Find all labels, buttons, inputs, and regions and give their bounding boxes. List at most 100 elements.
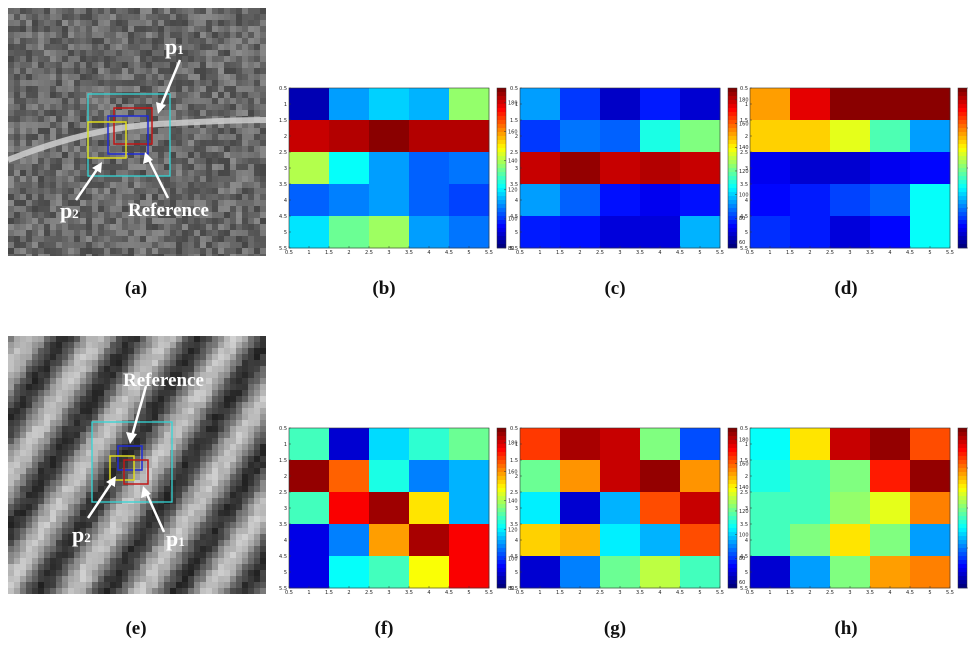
texture-image-a: p1 p2 Reference	[8, 8, 266, 256]
colorbar-segment	[958, 124, 967, 128]
heatmap-cell	[600, 88, 640, 120]
colorbar-segment	[497, 240, 506, 244]
colorbar-segment	[728, 516, 737, 520]
heatmap-cell	[600, 184, 640, 216]
colorbar-segment	[958, 576, 967, 580]
heatmap-cell	[369, 524, 409, 556]
heatmap-cell	[449, 524, 489, 556]
heatmap-cell	[329, 460, 369, 492]
heatmap-cell	[560, 460, 600, 492]
colorbar-segment	[958, 228, 967, 232]
y-tick-label: 0.5	[510, 86, 518, 92]
colorbar-segment	[958, 128, 967, 132]
colorbar-segment	[728, 576, 737, 580]
heatmap-cell	[369, 88, 409, 120]
x-tick-label: 2	[808, 250, 811, 256]
y-tick-label: 4	[284, 538, 287, 544]
colorbar-segment	[958, 508, 967, 512]
x-tick-label: 2.5	[365, 590, 373, 596]
heatmap-cell	[369, 460, 409, 492]
x-tick-label: 1	[538, 250, 541, 256]
heatmap-cell	[409, 216, 449, 248]
colorbar-segment	[497, 112, 506, 116]
y-tick-label: 3	[284, 506, 287, 512]
y-tick-label: 1.5	[740, 458, 748, 464]
colorbar-segment	[958, 188, 967, 192]
heatmap-cell	[640, 556, 680, 588]
colorbar-segment	[728, 220, 737, 224]
colorbar-segment	[497, 432, 506, 436]
x-tick-label: 2.5	[596, 590, 604, 596]
colorbar-segment	[497, 464, 506, 468]
heatmap-cell	[409, 152, 449, 184]
colorbar-segment	[958, 104, 967, 108]
y-tick-label: 2.5	[740, 150, 748, 156]
colorbar-segment	[958, 472, 967, 476]
colorbar-segment	[958, 192, 967, 196]
heatmap-cell	[640, 524, 680, 556]
heatmap-cell	[680, 556, 720, 588]
colorbar-segment	[497, 204, 506, 208]
colorbar-segment	[958, 184, 967, 188]
heatmap-cell	[449, 88, 489, 120]
colorbar-segment	[728, 500, 737, 504]
y-tick-label: 3	[745, 166, 748, 172]
colorbar-segment	[958, 156, 967, 160]
colorbar-segment	[728, 488, 737, 492]
colorbar-segment	[728, 108, 737, 112]
y-tick-label: 5	[515, 570, 518, 576]
heatmap-cell	[750, 216, 790, 248]
colorbar-segment	[728, 568, 737, 572]
colorbar-segment	[497, 136, 506, 140]
heatmap-cell	[790, 492, 830, 524]
colorbar-segment	[958, 492, 967, 496]
heatmap-cell	[750, 428, 790, 460]
colorbar-segment	[497, 548, 506, 552]
heatmap-cell	[560, 556, 600, 588]
heatmap-cell	[870, 556, 910, 588]
x-tick-label: 4	[427, 590, 430, 596]
y-tick-label: 1.5	[510, 458, 518, 464]
colorbar-segment	[958, 200, 967, 204]
heatmap-cell	[910, 120, 950, 152]
heatmap-cell	[870, 460, 910, 492]
y-tick-label: 5.5	[279, 586, 287, 592]
colorbar-segment	[958, 140, 967, 144]
colorbar-segment	[497, 440, 506, 444]
colorbar-segment	[497, 540, 506, 544]
heatmap-cell	[289, 184, 329, 216]
heatmap-cell	[329, 120, 369, 152]
x-tick-label: 3	[387, 250, 390, 256]
heatmap-cell	[870, 88, 910, 120]
y-tick-label: 5.5	[510, 246, 518, 252]
y-tick-label: 3	[515, 166, 518, 172]
heatmap-cell	[369, 120, 409, 152]
heatmap-h: 0.5 1 1.5 2 2.5 3 3.5 4 4.5 5 5.5 0.5 1 1.5 2 2.5 3 3.5 4 4…	[744, 424, 968, 596]
heatmap-cell	[289, 216, 329, 248]
heatmap-cell	[520, 152, 560, 184]
colorbar-segment	[497, 236, 506, 240]
colorbar-segment	[728, 172, 737, 176]
reference-label: Reference	[128, 200, 209, 221]
heatmap-cell	[680, 524, 720, 556]
colorbar-segment	[958, 208, 967, 212]
colorbar-segment	[728, 160, 737, 164]
heatmap-cell	[790, 524, 830, 556]
x-tick-label: 5	[467, 250, 470, 256]
heatmap-cell	[409, 120, 449, 152]
heatmap-cell	[790, 152, 830, 184]
x-tick-label: 4.5	[445, 250, 453, 256]
y-tick-label: 4.5	[510, 554, 518, 560]
heatmap-cell	[369, 216, 409, 248]
heatmap-cell	[830, 556, 870, 588]
colorbar-segment	[728, 204, 737, 208]
heatmap-cell	[910, 492, 950, 524]
colorbar-segment	[728, 228, 737, 232]
heatmap-cell	[870, 184, 910, 216]
colorbar-segment	[958, 244, 967, 248]
heatmap-cell	[600, 524, 640, 556]
caption-b: (b)	[324, 278, 444, 300]
x-tick-label: 1.5	[325, 250, 333, 256]
x-tick-label: 1.5	[786, 250, 794, 256]
heatmap-cell	[560, 152, 600, 184]
